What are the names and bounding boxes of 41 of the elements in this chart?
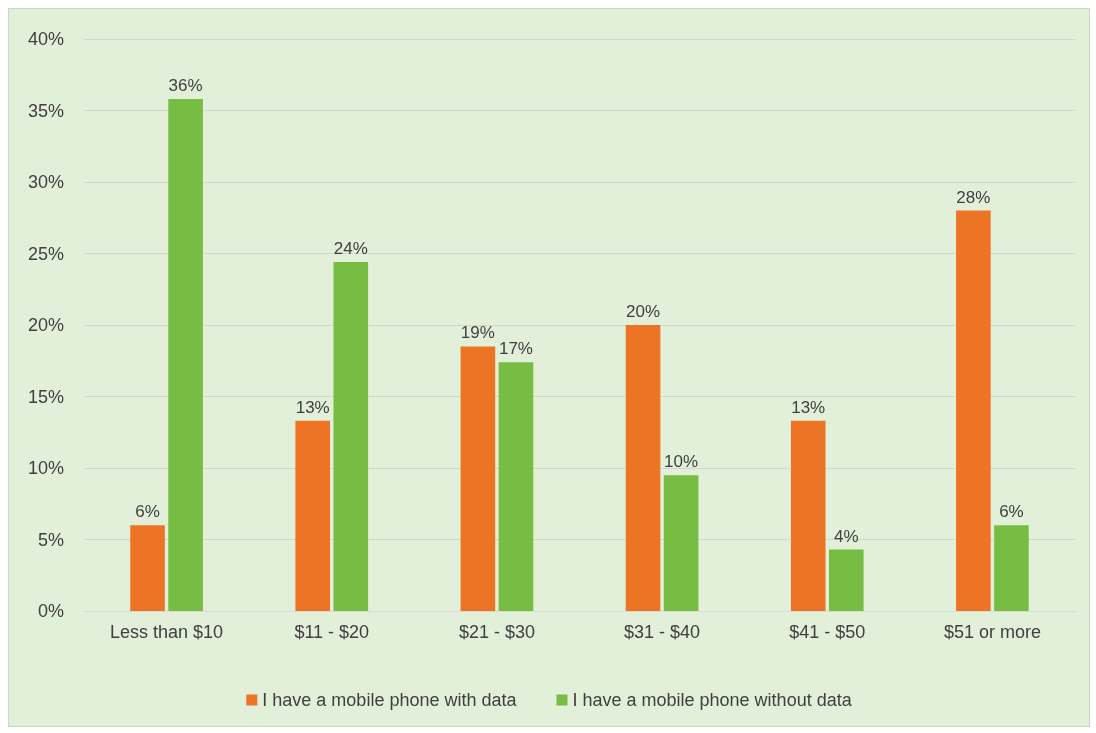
bar [460,346,496,611]
bar [663,475,699,611]
data-label: 28% [956,187,991,207]
y-tick-label: 40% [27,29,64,49]
bar [498,362,534,611]
x-tick-label: $31 - $40 [624,622,701,642]
data-label: 6% [135,502,160,522]
bar [994,525,1029,611]
y-tick-label: 30% [27,172,64,192]
bar [130,525,165,611]
data-label: 36% [168,76,203,96]
bar [828,549,864,611]
data-label: 4% [833,526,859,546]
x-tick-label: $21 - $30 [458,622,535,642]
y-tick-label: 5% [37,529,64,550]
legend-label: I have a mobile phone without data [572,690,853,710]
data-label: 17% [498,339,533,359]
data-label: 10% [664,452,699,472]
bar [956,210,991,611]
data-label: 20% [626,302,661,321]
y-tick-label: 25% [27,243,64,264]
data-label: 24% [333,239,368,259]
legend-label: I have a mobile phone with data [262,690,518,710]
data-label: 19% [460,323,495,343]
bar [295,420,331,611]
y-tick-label: 35% [27,100,64,121]
data-label: 13% [295,397,330,417]
bar [790,420,826,611]
x-tick-label: $11 - $20 [294,622,370,642]
y-tick-label: 20% [27,315,64,335]
bar [333,262,369,611]
y-tick-label: 10% [27,458,64,478]
x-tick-label: $51 or more [943,622,1041,642]
bar [168,99,203,611]
bar [625,325,661,611]
x-tick-label: $41 - $50 [789,622,866,642]
y-tick-label: 0% [37,601,64,621]
data-label: 6% [999,502,1024,522]
y-tick-label: 15% [27,386,64,407]
x-tick-label: Less than $10 [110,622,224,642]
data-label: 13% [791,397,826,417]
